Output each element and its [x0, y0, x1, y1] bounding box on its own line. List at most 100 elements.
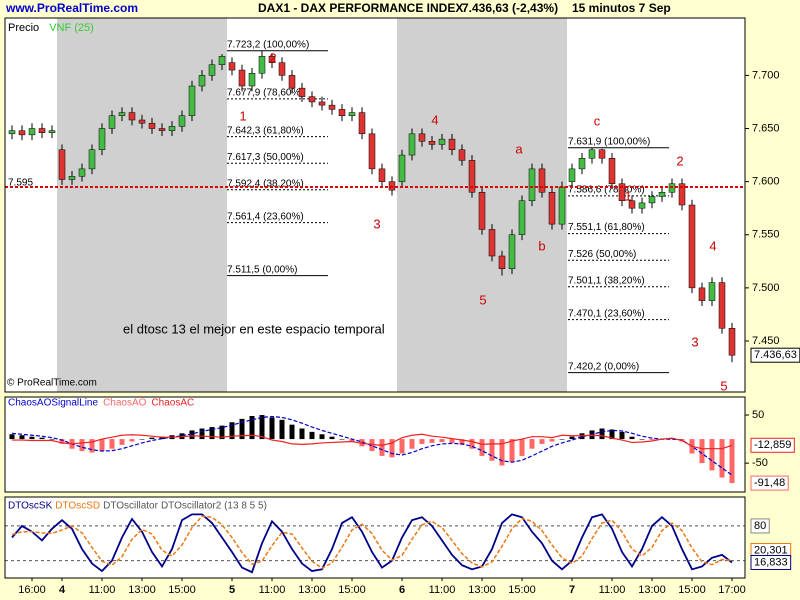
x-tick-label: 7	[569, 584, 575, 596]
fib-label: 7.511,5 (0,00%)	[227, 264, 297, 275]
candle-body	[128, 112, 136, 121]
ao-bar	[719, 439, 725, 478]
ao-bar	[149, 437, 155, 440]
candle-body	[508, 234, 516, 269]
ao-bar	[349, 439, 355, 442]
reference-label: 7.595	[8, 178, 33, 189]
y-tick-label: 7.450	[752, 335, 780, 347]
candle-body	[318, 101, 326, 106]
indicator-line	[12, 433, 733, 450]
ao-bar	[299, 428, 305, 440]
ao-bar	[559, 439, 565, 440]
ao-bar	[389, 439, 395, 458]
wave-label: b	[538, 238, 545, 253]
candle-body	[208, 64, 216, 76]
wave-label: a	[515, 141, 523, 156]
candle-body	[58, 149, 66, 180]
candle-body	[608, 158, 616, 184]
ao-bar	[569, 436, 575, 440]
candle-body	[438, 138, 446, 145]
legend-item: DTOscSD	[55, 501, 100, 512]
ao-bar	[499, 439, 505, 466]
y-tick-label: 50	[752, 409, 764, 421]
panel-border	[4, 17, 746, 393]
ao-bar	[529, 439, 535, 449]
x-tick-label: 11:00	[89, 584, 116, 596]
ao-bar	[29, 436, 35, 440]
candle-body	[298, 87, 306, 97]
candle-body	[48, 130, 56, 133]
ao-bar	[39, 437, 45, 440]
ao-bar	[409, 439, 415, 449]
wave-label: 4	[431, 112, 438, 127]
wave-label: 3	[691, 334, 698, 349]
ao-bar	[339, 439, 345, 440]
candle-body	[698, 287, 706, 301]
candle-body	[408, 133, 416, 156]
candle-body	[688, 204, 696, 289]
candle-body	[618, 183, 626, 201]
legend-item: ChaosAO	[103, 398, 147, 409]
ao-bar	[139, 439, 145, 440]
candle-body	[338, 109, 346, 116]
candle-body	[148, 122, 156, 129]
ao-bar	[369, 439, 375, 452]
candle-body	[88, 149, 96, 170]
candle-body	[398, 154, 406, 182]
timeframe: 15 minutos 7 Sep	[572, 1, 671, 15]
candle-body	[258, 56, 266, 74]
fib-label: 7.586,6 (78,60%)	[568, 185, 645, 196]
candle-body	[388, 181, 396, 191]
ao-bar	[319, 434, 325, 440]
ao-bar	[209, 427, 215, 440]
ao-bar	[379, 439, 385, 456]
candle-body	[678, 183, 686, 206]
chart-subtitle: 7.436,63 (-2,43%)	[462, 1, 558, 15]
ao-bar	[509, 439, 515, 463]
candle-body	[278, 62, 286, 76]
wave-label: 3	[373, 216, 380, 231]
x-tick-label: 16:00	[18, 584, 46, 596]
candle-body	[518, 200, 526, 235]
candle-body	[68, 176, 76, 180]
ao-bar	[99, 439, 105, 452]
candle-body	[198, 75, 206, 87]
ao-bar	[289, 424, 295, 440]
ao-bar	[49, 439, 55, 440]
oscillator-line	[11, 513, 733, 574]
ao-bar	[359, 439, 365, 447]
ao-bar	[269, 417, 275, 440]
panel-border	[4, 496, 746, 579]
y-tick-label: 7.500	[752, 282, 780, 294]
y-tick-box	[750, 518, 770, 534]
candle-body	[238, 69, 246, 87]
candle-body	[628, 200, 636, 209]
candle-body	[648, 196, 656, 204]
candle-body	[108, 115, 116, 129]
fib-label: 7.501,1 (38,20%)	[568, 275, 645, 286]
candle-body	[18, 130, 26, 136]
current-box	[750, 475, 789, 491]
candle-body	[658, 192, 666, 197]
y-tick-label: -50	[752, 457, 768, 469]
fib-label: 7.420,2 (0,00%)	[568, 361, 639, 372]
candle-body	[718, 282, 726, 329]
candle-body	[348, 112, 356, 116]
ao-bar	[159, 436, 165, 440]
candle-body	[428, 141, 436, 145]
candle-body	[538, 168, 546, 193]
ao-bar	[189, 430, 195, 440]
x-tick-label: 11:00	[599, 584, 626, 596]
source: www.ProRealTime.com	[5, 1, 138, 15]
fib-label: 7.526 (50,00%)	[568, 249, 636, 260]
x-tick-label: 15:00	[168, 584, 196, 596]
candle-body	[98, 128, 106, 150]
candle-body	[528, 168, 536, 201]
candle-body	[218, 56, 226, 65]
wave-label: 1	[239, 108, 246, 123]
wave-label: 2	[269, 50, 276, 65]
ao-bar	[199, 428, 205, 440]
ao-bar	[459, 439, 465, 445]
candle-body	[458, 149, 466, 161]
indicator-line	[11, 415, 733, 476]
